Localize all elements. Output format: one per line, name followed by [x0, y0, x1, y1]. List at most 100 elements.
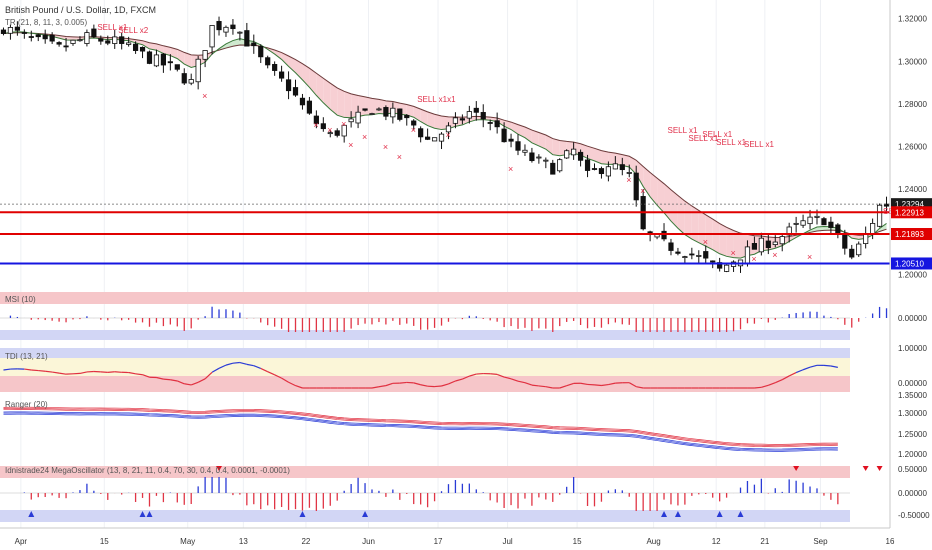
candle-body [272, 64, 278, 71]
candle-body [647, 231, 653, 234]
candle-body [119, 36, 125, 44]
tdi-line-segment [246, 363, 254, 367]
sell-x-marker: × [327, 125, 332, 135]
cloud-segment [66, 36, 74, 41]
cloud-segment [156, 43, 164, 54]
cloud-segment [518, 124, 525, 138]
candle-body [445, 125, 452, 133]
candle-body [751, 243, 758, 250]
candle-body [376, 108, 382, 111]
candle-body [195, 58, 201, 83]
candle-body [139, 46, 146, 52]
candle-body [459, 118, 465, 121]
candle-body [870, 223, 876, 235]
sell-x-marker: × [772, 250, 777, 260]
candle-body [174, 64, 180, 70]
sell-signal-label: SELL x2 [118, 26, 148, 35]
cloud-segment [365, 96, 372, 116]
msi-pane [0, 292, 888, 340]
tdi-line-segment [601, 383, 609, 387]
candle-body [299, 97, 306, 106]
tdi-line-segment [823, 364, 831, 367]
tdi-line-segment [559, 385, 567, 389]
tdi-line-segment [204, 371, 213, 380]
tdi-line-segment [496, 373, 505, 378]
price-label-box [891, 257, 932, 270]
cloud-segment [427, 111, 435, 129]
candle-body [626, 172, 632, 174]
cloud-segment [538, 132, 546, 150]
tdi-line-segment [38, 369, 46, 372]
candle-body [703, 251, 709, 259]
sell-triangle [876, 466, 883, 471]
candle-body [598, 168, 605, 175]
price-label-text: 1.20510 [895, 259, 924, 268]
cloud-segment [594, 148, 602, 164]
tdi-line-segment [232, 361, 240, 364]
msi-band-bottom [0, 330, 850, 340]
tdi-line-segment [177, 380, 185, 385]
price-tick-label: 1.30000 [898, 57, 927, 66]
candle-body [487, 122, 493, 124]
tdi-line-segment [52, 371, 60, 374]
candle-body [28, 36, 34, 38]
sell-triangle [862, 466, 869, 471]
ranger-tick: 1.20000 [898, 450, 927, 459]
tdi-line-segment [31, 369, 39, 372]
cloud-segment [629, 156, 637, 175]
tdi-line-segment [267, 371, 275, 376]
tdi-pane [0, 348, 850, 392]
ranger-upper-line [3, 408, 838, 446]
candle-body [689, 253, 695, 256]
tdi-line-segment [455, 378, 463, 382]
price-label-box [891, 228, 932, 241]
candle-body [0, 29, 7, 34]
tdi-line-segment [281, 377, 289, 383]
mega-band-bottom [0, 510, 850, 522]
msi-title: MSI (10) [5, 295, 36, 304]
cloud-segment [434, 114, 442, 130]
cloud-segment [371, 98, 379, 115]
ranger-lower-line [3, 411, 838, 450]
msi-tick: 0.00000 [898, 314, 927, 323]
candle-body [494, 120, 500, 128]
tdi-line-segment [59, 372, 67, 375]
cloud-segment [698, 210, 706, 247]
cloud-segment [650, 172, 658, 206]
candle-body [334, 130, 340, 136]
candle-body [821, 218, 827, 226]
candle-body [320, 123, 326, 130]
time-tick-label: 21 [760, 537, 769, 546]
tdi-line-segment [420, 384, 428, 387]
candle-body [480, 112, 486, 120]
tdi-line-segment [170, 379, 178, 382]
candle-body [146, 51, 153, 64]
cloud-segment [657, 178, 665, 213]
sell-x-marker: × [348, 140, 353, 150]
cloud-segment [316, 73, 324, 103]
candle-body [612, 163, 618, 170]
candle-body [126, 42, 132, 45]
candle-body [466, 111, 472, 119]
ranger-tick: 1.25000 [898, 430, 927, 439]
cloud-segment [719, 223, 727, 257]
candle-body [258, 46, 264, 58]
tdi-line-segment [830, 365, 838, 368]
candle-body [91, 28, 97, 38]
candle-body [42, 34, 48, 40]
sell-signal-label: SELL x1 [97, 23, 127, 32]
cloud-segment [733, 230, 741, 259]
tdi-line-segment [809, 364, 818, 368]
tdi-line-segment [184, 383, 192, 386]
tdi-line-segment [448, 380, 456, 385]
cloud-segment [358, 95, 366, 117]
candle-body [682, 256, 688, 258]
candle-body [793, 222, 799, 225]
candle-body [883, 203, 890, 207]
tdi-line-segment [79, 371, 88, 374]
time-tick-label: Aug [646, 537, 660, 546]
tdi-tick: 1.00000 [898, 344, 927, 353]
candle-body [828, 221, 834, 228]
sell-x-marker: × [640, 186, 645, 196]
